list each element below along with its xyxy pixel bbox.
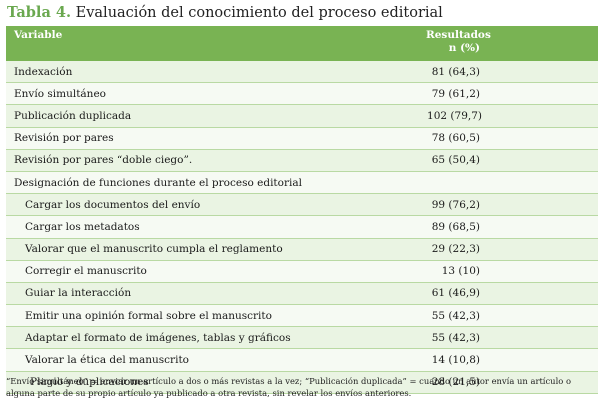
table-row: Guiar la interacción 61 (46,9): [6, 282, 598, 306]
table-row: Cargar los documentos del envío 99 (76,2…: [6, 193, 598, 217]
section-label: Designación de funciones durante el proc…: [6, 171, 418, 195]
table-title-label: Tabla 4.: [7, 4, 72, 21]
row-value: 14 (10,8): [418, 348, 598, 372]
table-row: Cargar los metadatos 89 (68,5): [6, 215, 598, 239]
row-value: 89 (68,5): [418, 215, 598, 239]
table-row: Publicación duplicada 102 (79,7): [6, 104, 598, 128]
row-label: Corregir el manuscrito: [6, 260, 418, 283]
table-row: Plagio y duplicaciones 28 (21,5): [6, 371, 598, 394]
row-value: 79 (61,2): [418, 82, 598, 106]
header-variable: Variable: [6, 26, 418, 61]
table-title-text: Evaluación del conocimiento del proceso …: [71, 5, 443, 21]
row-value: 29 (22,3): [418, 238, 598, 261]
header-results-line2: n (%): [448, 42, 480, 54]
row-label: Envío simultáneo: [6, 82, 418, 106]
header-results: Resultados n (%): [418, 26, 598, 61]
row-label: Cargar los metadatos: [6, 215, 418, 239]
row-label: Cargar los documentos del envío: [6, 193, 418, 217]
row-value: 81 (64,3): [418, 61, 598, 84]
row-value: 61 (46,9): [418, 282, 598, 306]
row-value: 13 (10): [418, 260, 598, 283]
table-header-row: Variable Resultados n (%): [6, 26, 598, 61]
row-label: Revisión por pares: [6, 127, 418, 150]
row-label: Valorar que el manuscrito cumpla el regl…: [6, 238, 418, 261]
table-row: Emitir una opinión formal sobre el manus…: [6, 304, 598, 328]
row-value: [418, 171, 598, 195]
table-row: Valorar que el manuscrito cumpla el regl…: [6, 238, 598, 261]
table-row-section: Designación de funciones durante el proc…: [6, 171, 598, 195]
table-row: Indexación 81 (64,3): [6, 61, 598, 84]
row-value: 102 (79,7): [418, 104, 598, 128]
row-label: Adaptar el formato de imágenes, tablas y…: [6, 326, 418, 350]
row-label: Emitir una opinión formal sobre el manus…: [6, 304, 418, 328]
header-results-line1: Resultados: [426, 29, 491, 41]
row-label: Revisión por pares “doble ciego”.: [6, 149, 418, 172]
row-value: 78 (60,5): [418, 127, 598, 150]
row-value: 65 (50,4): [418, 149, 598, 172]
table-row: Corregir el manuscrito 13 (10): [6, 260, 598, 283]
table-title: Tabla 4. Evaluación del conocimiento del…: [7, 3, 443, 23]
row-value: 99 (76,2): [418, 193, 598, 217]
row-value: 28 (21,5): [418, 371, 598, 394]
row-label: Guiar la interacción: [6, 282, 418, 306]
row-value: 55 (42,3): [418, 326, 598, 350]
row-value: 55 (42,3): [418, 304, 598, 328]
table-footnote: “Envío simultáneo” = enviar un artículo …: [6, 376, 571, 398]
table-row: Adaptar el formato de imágenes, tablas y…: [6, 326, 598, 350]
table-row: Envío simultáneo 79 (61,2): [6, 82, 598, 106]
row-label: Plagio y duplicaciones: [6, 371, 418, 394]
table-row: Revisión por pares “doble ciego”. 65 (50…: [6, 149, 598, 172]
table-row: Valorar la ética del manuscrito 14 (10,8…: [6, 348, 598, 372]
results-table: Variable Resultados n (%) Indexación 81 …: [6, 26, 598, 394]
row-label: Valorar la ética del manuscrito: [6, 348, 418, 372]
row-label: Publicación duplicada: [6, 104, 418, 128]
table-row: Revisión por pares 78 (60,5): [6, 127, 598, 150]
row-label: Indexación: [6, 61, 418, 84]
